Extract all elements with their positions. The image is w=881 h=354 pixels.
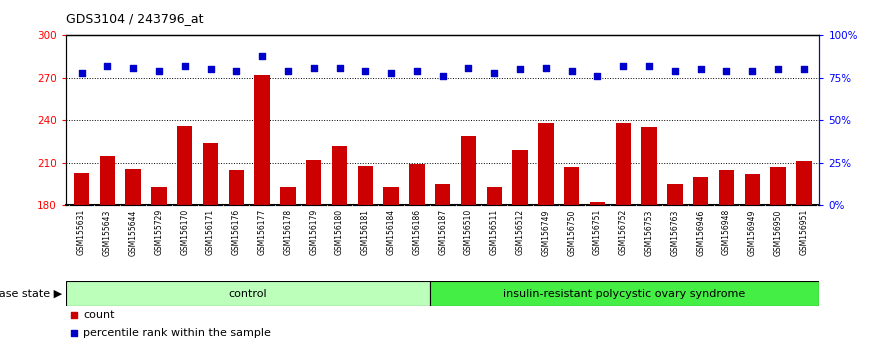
Text: GSM156948: GSM156948 xyxy=(722,209,731,255)
Text: GSM156751: GSM156751 xyxy=(593,209,602,255)
Bar xyxy=(66,281,430,306)
Point xyxy=(332,65,346,70)
Bar xyxy=(744,174,760,205)
Point xyxy=(435,73,449,79)
Point xyxy=(75,70,89,76)
Point xyxy=(410,68,424,74)
Bar xyxy=(589,202,605,205)
Text: GSM156180: GSM156180 xyxy=(335,209,344,255)
Bar xyxy=(719,170,734,205)
Bar xyxy=(332,146,347,205)
Point xyxy=(513,67,527,72)
Text: GSM156186: GSM156186 xyxy=(412,209,421,255)
Bar xyxy=(693,177,708,205)
Point xyxy=(359,68,373,74)
Point xyxy=(178,63,192,69)
Text: GSM156753: GSM156753 xyxy=(645,209,654,256)
Point xyxy=(642,63,656,69)
Point xyxy=(590,73,604,79)
Text: count: count xyxy=(84,310,115,320)
Text: percentile rank within the sample: percentile rank within the sample xyxy=(84,328,271,338)
Point xyxy=(67,312,81,318)
Bar xyxy=(796,161,811,205)
Bar xyxy=(667,184,683,205)
Bar xyxy=(409,164,425,205)
Text: GSM156950: GSM156950 xyxy=(774,209,782,256)
Text: GSM156176: GSM156176 xyxy=(232,209,241,255)
Point xyxy=(462,65,476,70)
Point xyxy=(281,68,295,74)
Point xyxy=(204,67,218,72)
Text: GSM156179: GSM156179 xyxy=(309,209,318,255)
Bar xyxy=(770,167,786,205)
Text: GSM156510: GSM156510 xyxy=(464,209,473,255)
Bar xyxy=(486,187,502,205)
Text: control: control xyxy=(228,289,267,299)
Point xyxy=(693,67,707,72)
Point xyxy=(616,63,630,69)
Bar xyxy=(538,123,553,205)
Text: GSM156946: GSM156946 xyxy=(696,209,705,256)
Bar xyxy=(177,126,192,205)
Bar xyxy=(74,173,89,205)
Text: GSM156949: GSM156949 xyxy=(748,209,757,256)
Bar xyxy=(430,281,819,306)
Point xyxy=(539,65,553,70)
Text: GSM155643: GSM155643 xyxy=(103,209,112,256)
Point xyxy=(668,68,682,74)
Text: GSM156752: GSM156752 xyxy=(618,209,628,255)
Point xyxy=(255,53,270,59)
Text: GSM156750: GSM156750 xyxy=(567,209,576,256)
Point xyxy=(487,70,501,76)
Point xyxy=(152,68,166,74)
Bar xyxy=(280,187,296,205)
Text: GSM156187: GSM156187 xyxy=(438,209,448,255)
Point xyxy=(384,70,398,76)
Bar xyxy=(641,127,657,205)
Bar xyxy=(125,169,141,205)
Text: GSM156181: GSM156181 xyxy=(361,209,370,255)
Bar xyxy=(513,150,528,205)
Text: GSM155644: GSM155644 xyxy=(129,209,137,256)
Text: GSM156951: GSM156951 xyxy=(799,209,809,255)
Bar xyxy=(228,170,244,205)
Text: GSM155729: GSM155729 xyxy=(154,209,164,255)
Point xyxy=(126,65,140,70)
Text: GSM156178: GSM156178 xyxy=(284,209,292,255)
Text: GSM156170: GSM156170 xyxy=(181,209,189,255)
Text: GSM156763: GSM156763 xyxy=(670,209,679,256)
Bar xyxy=(255,75,270,205)
Point xyxy=(796,67,811,72)
Point xyxy=(771,67,785,72)
Text: GSM156511: GSM156511 xyxy=(490,209,499,255)
Bar xyxy=(152,187,167,205)
Bar xyxy=(461,136,477,205)
Point xyxy=(100,63,115,69)
Text: GSM156177: GSM156177 xyxy=(257,209,267,255)
Text: GSM156184: GSM156184 xyxy=(387,209,396,255)
Bar xyxy=(564,167,580,205)
Text: GDS3104 / 243796_at: GDS3104 / 243796_at xyxy=(66,12,204,25)
Bar xyxy=(358,166,373,205)
Bar xyxy=(383,187,399,205)
Bar xyxy=(203,143,218,205)
Point xyxy=(745,68,759,74)
Text: GSM155631: GSM155631 xyxy=(77,209,86,255)
Point xyxy=(307,65,321,70)
Point xyxy=(67,330,81,336)
Text: GSM156749: GSM156749 xyxy=(542,209,551,256)
Bar xyxy=(616,123,631,205)
Point xyxy=(229,68,243,74)
Text: insulin-resistant polycystic ovary syndrome: insulin-resistant polycystic ovary syndr… xyxy=(503,289,745,299)
Bar xyxy=(435,184,450,205)
Bar xyxy=(100,156,115,205)
Text: GSM156512: GSM156512 xyxy=(515,209,524,255)
Point xyxy=(565,68,579,74)
Point xyxy=(720,68,734,74)
Text: GSM156171: GSM156171 xyxy=(206,209,215,255)
Bar xyxy=(306,160,322,205)
Text: disease state ▶: disease state ▶ xyxy=(0,289,62,299)
